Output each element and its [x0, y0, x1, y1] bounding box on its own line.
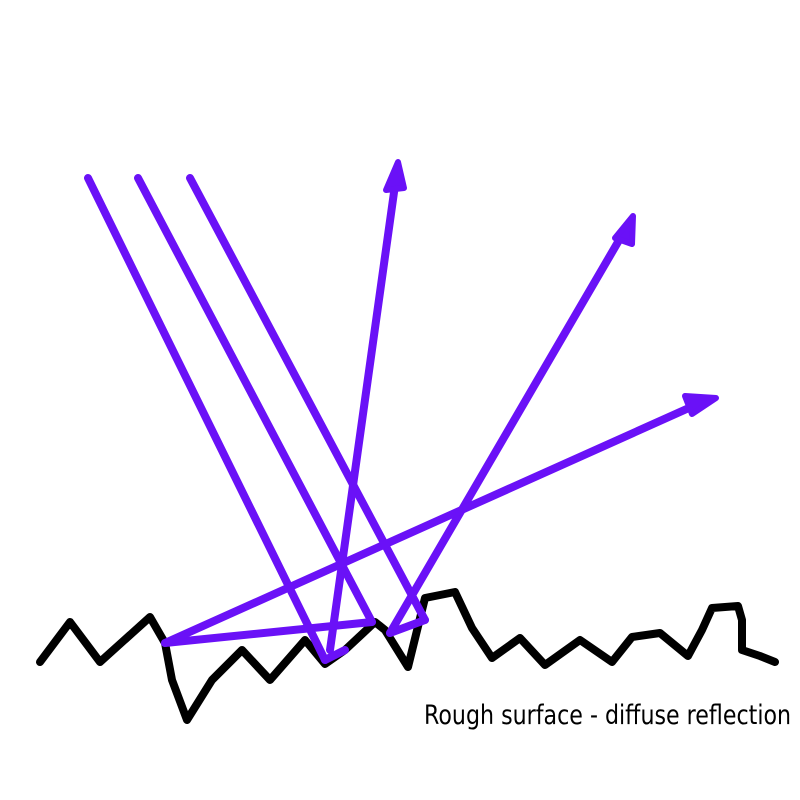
arrowhead-1-icon — [383, 159, 407, 193]
reflected-ray-2 — [386, 226, 629, 637]
arrowhead-3-icon — [682, 393, 719, 417]
rough-surface-line — [36, 588, 779, 724]
incident-ray-1 — [84, 174, 329, 664]
reflected-ray-1 — [326, 174, 400, 654]
contact-segment-1 — [321, 646, 349, 664]
reflected-ray-3 — [161, 399, 704, 647]
incident-ray-2 — [134, 174, 376, 626]
contact-segment-2 — [161, 618, 376, 647]
arrowhead-2-icon — [612, 213, 636, 247]
diagram-caption: Rough surface - diffuse reflection — [424, 700, 792, 731]
